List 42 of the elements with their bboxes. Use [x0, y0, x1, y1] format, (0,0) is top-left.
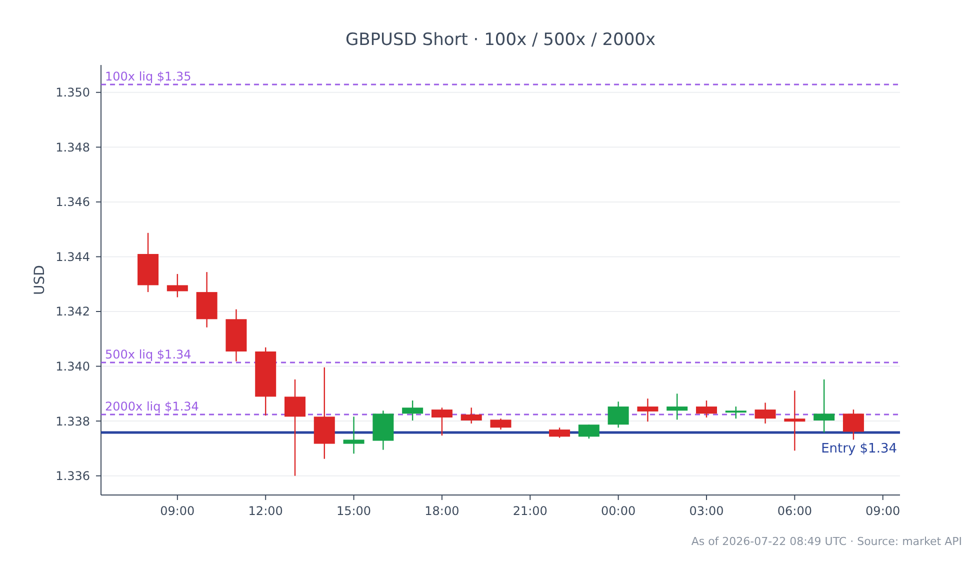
candlestick	[490, 418, 512, 430]
y-tick-label: 1.340	[56, 359, 90, 374]
candlestick	[666, 393, 688, 420]
x-tick-label: 18:00	[424, 504, 460, 518]
x-tick-label: 00:00	[601, 504, 636, 518]
x-tick-label: 06:00	[777, 504, 812, 518]
y-tick-label: 1.338	[56, 414, 90, 428]
candlestick	[842, 408, 864, 440]
x-tick-label: 09:00	[866, 504, 900, 518]
candlestick	[166, 273, 188, 298]
x-tick-label: 15:00	[336, 504, 372, 518]
candlestick	[402, 400, 424, 422]
x-tick-label: 21:00	[512, 504, 548, 518]
text: As of 2026-07-22 08:49 UTC · Source: market API	[691, 535, 962, 548]
candlestick	[696, 400, 717, 418]
ref-line-label: 2000x liq $1.34	[105, 399, 199, 414]
candlestick	[637, 398, 658, 422]
ref-line-label: 100x liq $1.35	[105, 69, 192, 84]
candlestick	[431, 407, 452, 436]
candlestick	[284, 378, 306, 476]
x-tick-label: 12:00	[248, 504, 283, 518]
x-tick-label: 09:00	[160, 504, 195, 518]
y-tick-label: 1.350	[56, 86, 90, 100]
y-tick-label: 1.336	[56, 469, 90, 484]
ref-line-label: 500x liq $1.34	[105, 347, 192, 362]
y-tick-label: 1.342	[56, 304, 90, 319]
ref-line-label: Entry $1.34	[821, 442, 897, 457]
y-tick-label: 1.348	[56, 140, 90, 154]
y-tick-label: 1.346	[56, 195, 90, 210]
chart-title: GBPUSD Short · 100x / 500x / 2000x	[345, 30, 656, 50]
y-tick-label: 1.344	[56, 250, 90, 264]
candlestick	[343, 416, 364, 454]
x-tick-label: 03:00	[689, 504, 724, 518]
candlestick	[549, 427, 570, 438]
candlestick	[608, 401, 629, 428]
candlestick	[814, 378, 835, 434]
candlestick	[784, 390, 806, 452]
candlestick	[460, 407, 482, 424]
candlestick	[754, 402, 776, 424]
y-axis-title: USD	[32, 265, 48, 295]
candlestick	[578, 424, 600, 440]
candlestick	[725, 406, 746, 420]
